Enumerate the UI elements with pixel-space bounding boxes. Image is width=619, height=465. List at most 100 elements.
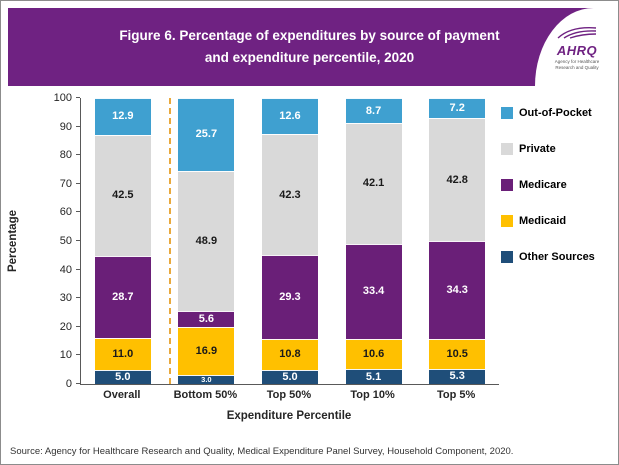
ahrq-swoosh-icon xyxy=(557,26,597,44)
legend-swatch-private xyxy=(501,143,513,155)
y-tick-mark xyxy=(76,97,80,98)
bar-value-label: 28.7 xyxy=(112,291,134,304)
legend-item-out-of-pocket: Out-of-Pocket xyxy=(501,107,595,119)
y-tick-mark xyxy=(76,211,80,213)
bar-value-label: 5.1 xyxy=(365,370,382,383)
legend: Out-of-Pocket Private Medicare Medicaid Othe… xyxy=(501,107,595,287)
y-tick-mark xyxy=(76,268,80,270)
bar-segment-private: 42.1 xyxy=(345,123,402,244)
y-tick-mark xyxy=(76,125,80,127)
legend-label: Out-of-Pocket xyxy=(519,107,592,119)
bar-value-label: 12.9 xyxy=(112,110,134,123)
bar-segment-medicaid: 16.9 xyxy=(178,327,235,376)
y-tick-mark xyxy=(76,240,80,241)
bar-value-label: 3.0 xyxy=(201,375,212,385)
bar-value-label: 34.3 xyxy=(446,283,468,296)
y-tick-label: 60 xyxy=(59,206,72,219)
bar-segment-private: 42.5 xyxy=(94,134,151,257)
bar-value-label: 5.0 xyxy=(115,370,131,383)
legend-swatch-medicare xyxy=(501,179,513,191)
y-tick-label: 90 xyxy=(59,120,72,133)
legend-item-other-sources: Other Sources xyxy=(501,251,595,263)
x-category-label-top-5-: Top 5% xyxy=(437,389,476,401)
bar-slot-top-10-: 5.1 10.6 33.4 42.1 8.7 xyxy=(332,98,416,384)
y-tick-label: 70 xyxy=(59,177,72,190)
bar-segment-other-sources: 5.0 xyxy=(261,369,318,384)
bar-value-label: 25.7 xyxy=(195,128,218,141)
bar-value-label: 29.3 xyxy=(279,290,301,303)
y-tick-label: 100 xyxy=(53,92,72,104)
bar-segment-medicaid: 10.5 xyxy=(429,338,486,369)
figure-header: Figure 6. Percentage of expenditures by … xyxy=(8,8,611,86)
bar-value-label: 42.1 xyxy=(362,177,385,190)
figure-title-line1: Figure 6. Percentage of expenditures by … xyxy=(119,28,500,43)
bar-value-label: 11.0 xyxy=(112,347,134,360)
legend-swatch-out-of-pocket xyxy=(501,107,513,119)
y-tick-mark xyxy=(76,154,80,156)
bar-segment-other-sources: 5.3 xyxy=(429,368,486,384)
bar-slot-bottom-50-: 3.0 16.9 5.6 48.9 25.7 xyxy=(165,97,249,385)
bar-slot-top-5-: 5.3 10.5 34.3 42.8 7.2 xyxy=(415,97,499,384)
y-tick-label: 50 xyxy=(59,235,72,247)
legend-label: Other Sources xyxy=(519,251,595,263)
bar-segment-out-of-pocket: 12.6 xyxy=(261,98,318,135)
bar-value-label: 42.5 xyxy=(112,189,134,202)
bar-value-label: 5.6 xyxy=(198,313,215,326)
y-tick-mark xyxy=(76,325,80,327)
bar-value-label: 42.3 xyxy=(279,188,301,201)
y-tick-mark xyxy=(76,297,80,299)
y-tick-mark xyxy=(76,354,80,356)
bar-segment-medicare: 34.3 xyxy=(429,240,486,339)
bar-value-label: 5.3 xyxy=(449,370,465,383)
legend-item-medicare: Medicare xyxy=(501,179,595,191)
stacked-bar-top-5-: 5.3 10.5 34.3 42.8 7.2 xyxy=(429,97,486,384)
y-tick-label: 40 xyxy=(59,263,72,276)
percentile-divider-line xyxy=(169,98,171,384)
bar-segment-medicaid: 10.6 xyxy=(345,339,402,370)
bar-segment-medicare: 28.7 xyxy=(94,256,151,339)
y-axis-title: Percentage xyxy=(7,209,20,273)
y-tick-mark xyxy=(76,383,80,384)
bar-segment-out-of-pocket: 12.9 xyxy=(94,97,151,135)
bar-segment-out-of-pocket: 8.7 xyxy=(345,98,402,124)
bar-value-label: 48.9 xyxy=(195,235,218,248)
bar-segment-other-sources: 5.1 xyxy=(345,369,402,384)
stacked-bar-top-50-: 5.0 10.8 29.3 42.3 12.6 xyxy=(261,98,318,384)
bar-value-label: 5.0 xyxy=(282,370,298,383)
source-note: Source: Agency for Healthcare Research a… xyxy=(10,446,514,457)
stacked-bar-top-10-: 5.1 10.6 33.4 42.1 8.7 xyxy=(345,98,402,384)
bar-value-label: 33.4 xyxy=(362,285,385,298)
ahrq-logo-text: AHRQ xyxy=(556,43,598,59)
bar-segment-other-sources: 3.0 xyxy=(178,375,235,385)
y-tick-mark xyxy=(76,182,80,184)
bar-segment-medicaid: 10.8 xyxy=(261,338,318,370)
legend-label: Medicaid xyxy=(519,215,567,227)
x-category-label-top-10-: Top 10% xyxy=(350,389,395,401)
bar-segment-private: 48.9 xyxy=(178,171,235,312)
bar-segment-medicare: 33.4 xyxy=(345,243,402,340)
legend-item-medicaid: Medicaid xyxy=(501,215,595,227)
y-tick-label: 30 xyxy=(59,292,72,305)
legend-swatch-other-sources xyxy=(501,251,513,263)
bar-value-label: 10.8 xyxy=(279,348,301,361)
y-tick-label: 0 xyxy=(65,378,72,390)
y-tick-label: 80 xyxy=(59,149,72,162)
bar-segment-medicaid: 11.0 xyxy=(94,338,151,370)
x-axis-category-labels: Overall Bottom 50% Top 50% Top 10% Top 5% xyxy=(80,389,498,401)
bar-value-label: 7.2 xyxy=(449,102,465,115)
bar-segment-other-sources: 5.0 xyxy=(94,369,151,384)
y-axis: 0 10 20 30 40 50 60 70 80 90 100 xyxy=(45,92,80,390)
bar-slot-top-50-: 5.0 10.8 29.3 42.3 12.6 xyxy=(248,98,332,384)
y-tick-label: 20 xyxy=(59,320,72,333)
bar-segment-private: 42.8 xyxy=(429,118,486,241)
legend-label: Medicare xyxy=(519,179,567,191)
x-category-label-top-50-: Top 50% xyxy=(266,389,312,401)
legend-label: Private xyxy=(519,143,556,155)
x-category-label-bottom-50-: Bottom 50% xyxy=(173,389,238,401)
bar-slot-overall: 5.0 11.0 28.7 42.5 12.9 xyxy=(81,97,165,384)
legend-item-private: Private xyxy=(501,143,595,155)
bar-value-label: 8.7 xyxy=(365,104,382,117)
figure-title-line2: and expenditure percentile, 2020 xyxy=(204,50,415,65)
plot-area: 5.0 11.0 28.7 42.5 12.9 3.0 16.9 5.6 48.9 25.7 5.0… xyxy=(80,97,499,385)
